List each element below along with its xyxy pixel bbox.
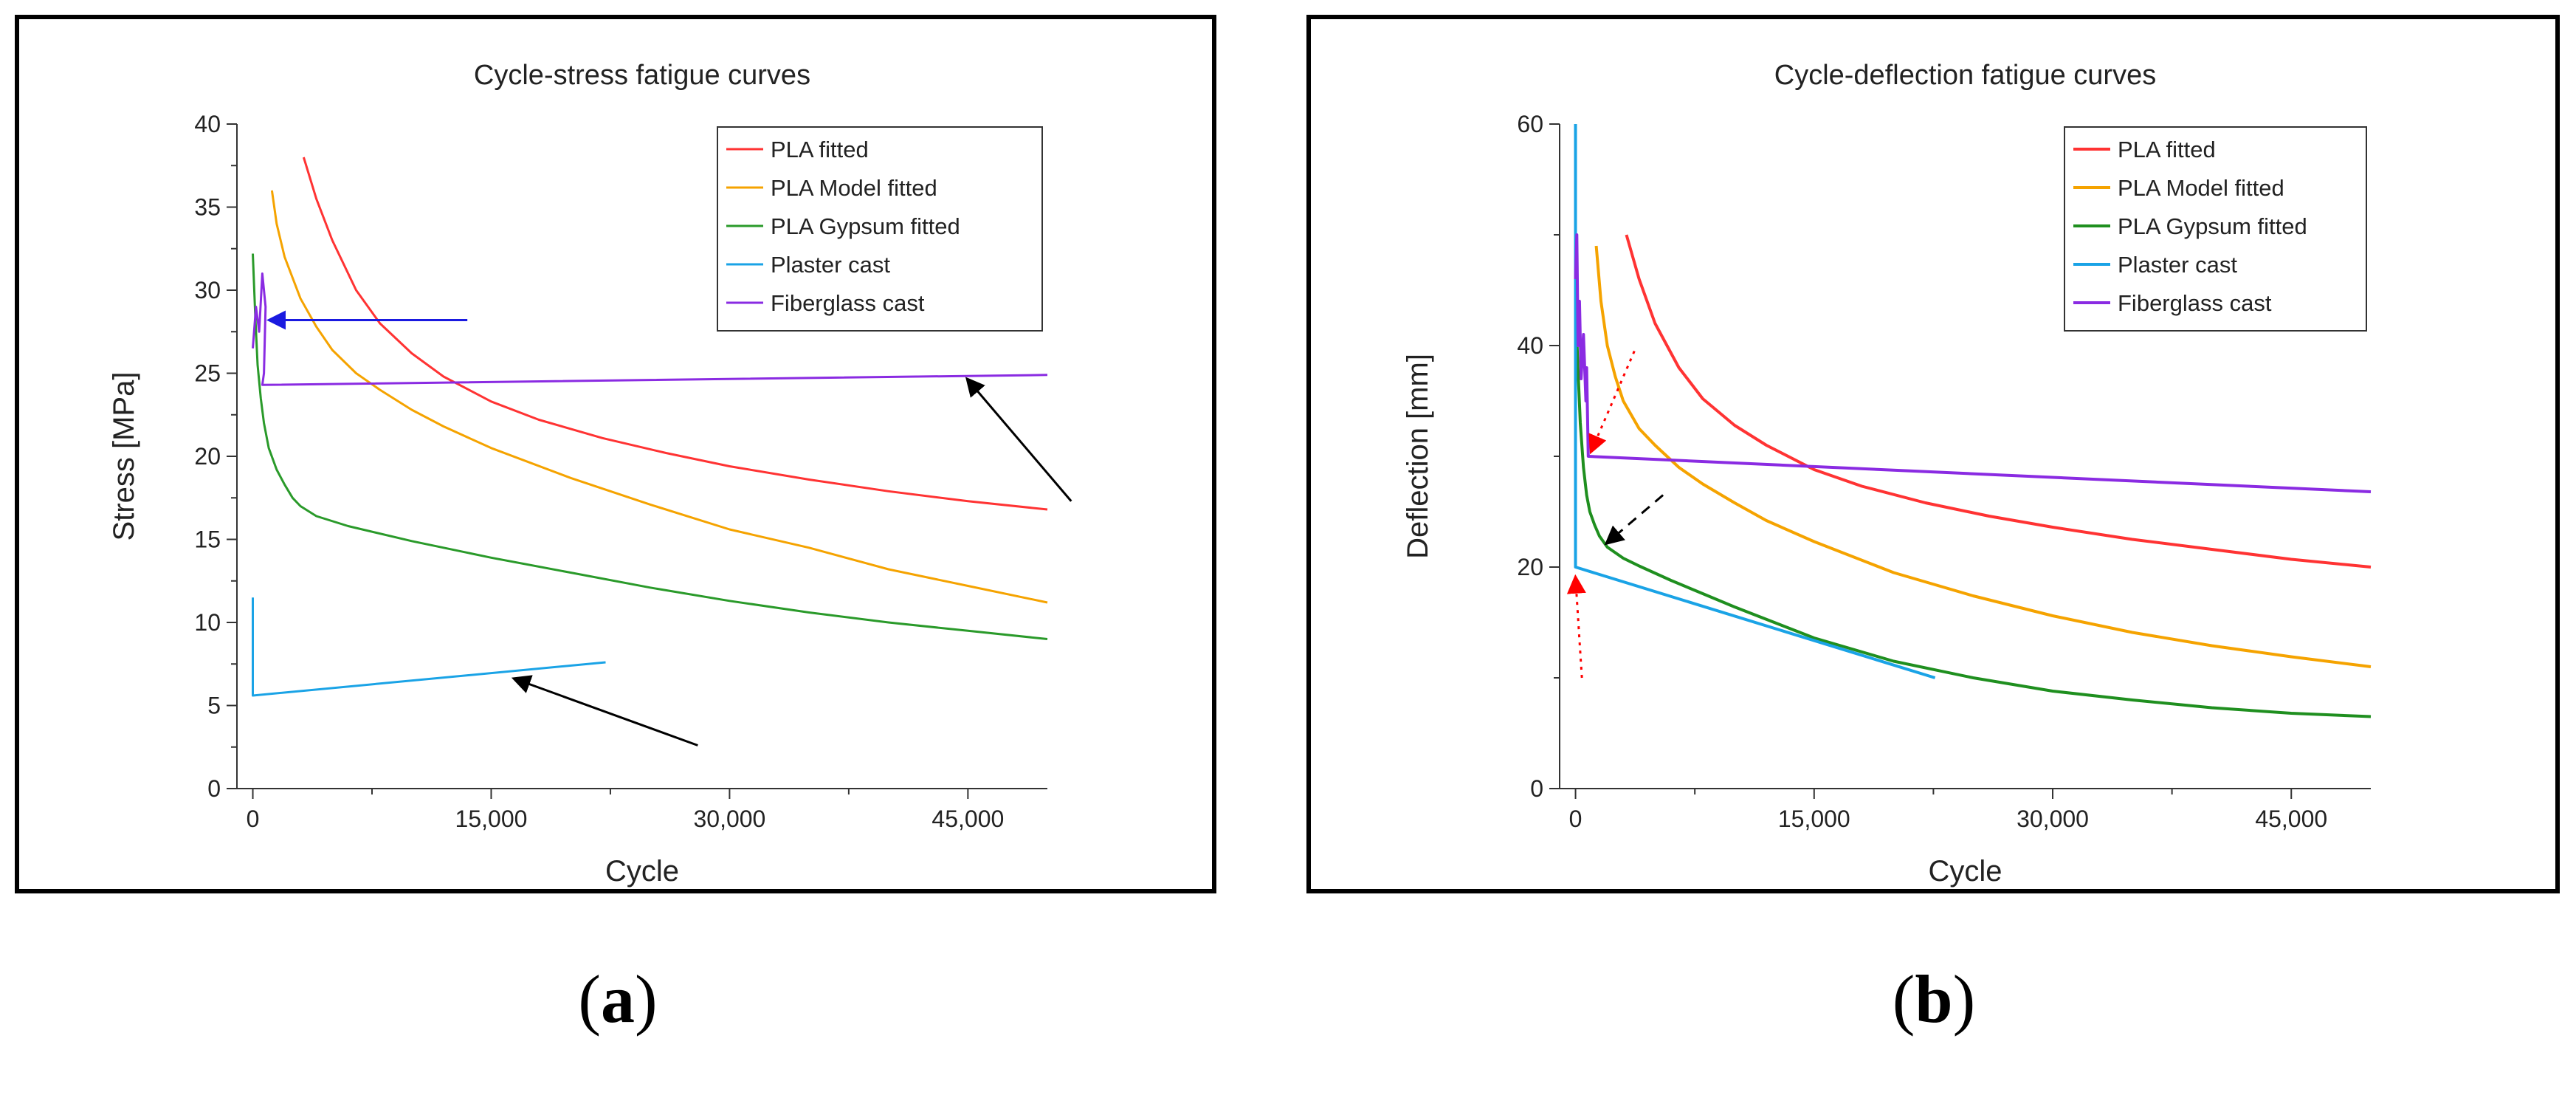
series-line — [252, 597, 606, 697]
x-tick-label: 15,000 — [455, 806, 528, 832]
legend-box — [2064, 126, 2367, 332]
annotation-arrow — [1604, 494, 1664, 546]
legend: PLA fitted PLA Model fitted PLA Gypsum fit… — [2064, 126, 2367, 332]
y-tick-label: 20 — [194, 443, 221, 470]
series-line — [1574, 323, 2372, 718]
y-tick-label: 60 — [1517, 111, 1543, 137]
legend-label: PLA fitted — [2118, 137, 2216, 162]
annotation-arrow — [1566, 574, 1586, 679]
y-tick-label: 35 — [194, 194, 221, 221]
annotation-arrow — [1588, 350, 1636, 455]
series-pla-fitted — [1625, 234, 2372, 569]
legend-label: Fiberglass cast — [771, 290, 925, 316]
legend-label: Plaster cast — [2118, 252, 2237, 278]
series-plaster-cast — [1574, 123, 1936, 679]
x-tick-label: 30,000 — [2017, 806, 2089, 832]
x-tick-label: 30,000 — [693, 806, 765, 832]
x-axis-label: Cycle — [605, 855, 679, 888]
series-line — [302, 157, 1048, 511]
x-tick-label: 0 — [1569, 806, 1583, 832]
x-tick-label: 0 — [247, 806, 260, 832]
y-tick-label: 40 — [1517, 332, 1543, 359]
legend: PLA fitted PLA Model fitted PLA Gypsum fit… — [717, 126, 1043, 332]
annotation-arrow — [965, 377, 1072, 502]
y-tick-label: 25 — [194, 360, 221, 387]
x-tick-label: 45,000 — [931, 806, 1004, 832]
series-line — [1625, 234, 2372, 569]
legend-label: Fiberglass cast — [2118, 290, 2272, 316]
x-tick-label: 15,000 — [1778, 806, 1850, 832]
series-line — [252, 272, 1048, 386]
series-plaster-cast — [252, 597, 606, 697]
y-tick-label: 0 — [1530, 775, 1543, 802]
series-line — [1574, 233, 2372, 493]
legend-label: PLA Gypsum fitted — [2118, 213, 2307, 239]
series-pla-model-fitted — [270, 190, 1048, 604]
series-pla-gypsum-fitted — [1574, 323, 2372, 718]
series-line — [1574, 124, 1936, 679]
legend-label: PLA fitted — [771, 137, 869, 162]
y-tick-label: 5 — [207, 693, 221, 719]
series-pla-fitted — [302, 157, 1048, 511]
chart-title: Cycle-deflection fatigue curves — [1774, 60, 2156, 91]
series-pla-model-fitted — [1594, 245, 2372, 668]
y-tick-label: 10 — [194, 609, 221, 636]
panel-a: Cycle-stress fatigue curves 0 15,000 30,000… — [15, 15, 1216, 893]
caption-a: (a) — [578, 961, 658, 1037]
chart-b: Cycle-deflection fatigue curves 0 15,000 30… — [1402, 60, 2372, 888]
caption-b: (b) — [1892, 961, 1976, 1037]
legend-label: PLA Gypsum fitted — [771, 213, 960, 239]
legend-label: PLA Model fitted — [771, 175, 937, 201]
legend-box — [717, 126, 1043, 332]
panel-b: Cycle-deflection fatigue curves 0 15,000 30… — [1306, 15, 2560, 893]
x-axis-label: Cycle — [1928, 855, 2002, 888]
chart-a: Cycle-stress fatigue curves 0 15,000 30,000… — [108, 60, 1072, 888]
y-axis-label: Deflection [mm] — [1402, 354, 1434, 559]
annotation-arrow — [511, 675, 698, 746]
series-fiberglass-cast — [1574, 233, 2372, 493]
legend-label: PLA Model fitted — [2118, 175, 2284, 201]
legend-label: Plaster cast — [771, 252, 890, 278]
x-tick-label: 45,000 — [2255, 806, 2327, 832]
chart-title: Cycle-stress fatigue curves — [474, 60, 810, 91]
y-tick-label: 15 — [194, 526, 221, 553]
y-tick-label: 20 — [1517, 554, 1543, 580]
y-tick-label: 30 — [194, 277, 221, 303]
y-tick-label: 40 — [194, 111, 221, 137]
y-axis-label: Stress [MPa] — [108, 372, 140, 541]
series-line — [270, 190, 1048, 604]
series-fiberglass-cast — [252, 272, 1048, 386]
y-tick-label: 0 — [207, 775, 221, 802]
